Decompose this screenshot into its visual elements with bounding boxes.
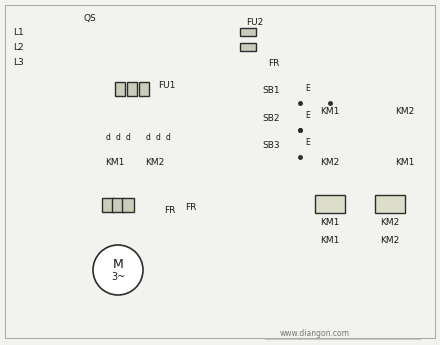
Bar xyxy=(139,82,149,96)
Text: d: d xyxy=(165,132,170,141)
Bar xyxy=(122,198,134,212)
Text: d: d xyxy=(156,132,161,141)
Circle shape xyxy=(93,245,143,295)
Text: KM2: KM2 xyxy=(380,217,400,227)
Text: L3: L3 xyxy=(13,58,23,67)
Text: E: E xyxy=(306,83,310,92)
Text: 3~: 3~ xyxy=(111,272,125,282)
Text: E: E xyxy=(306,138,310,147)
Text: QS: QS xyxy=(84,13,96,22)
Text: L2: L2 xyxy=(13,42,23,51)
Text: FR: FR xyxy=(164,206,176,215)
Bar xyxy=(240,28,256,36)
Text: KM1: KM1 xyxy=(320,107,340,116)
Bar xyxy=(127,82,137,96)
Text: d: d xyxy=(146,132,150,141)
Text: SB1: SB1 xyxy=(262,86,280,95)
Text: SB3: SB3 xyxy=(262,140,280,149)
Text: KM2: KM2 xyxy=(380,236,400,245)
Text: E: E xyxy=(306,110,310,119)
Text: KM2: KM2 xyxy=(395,107,414,116)
Text: d: d xyxy=(116,132,121,141)
Bar xyxy=(102,198,114,212)
Text: d: d xyxy=(125,132,130,141)
Bar xyxy=(315,195,345,213)
Text: KM1: KM1 xyxy=(395,158,414,167)
Bar xyxy=(115,82,125,96)
Text: KM1: KM1 xyxy=(105,158,125,167)
Text: d: d xyxy=(106,132,110,141)
Text: L1: L1 xyxy=(13,28,23,37)
Text: KM2: KM2 xyxy=(320,158,340,167)
Text: KM1: KM1 xyxy=(320,217,340,227)
Bar xyxy=(240,43,256,51)
Text: KM1: KM1 xyxy=(320,236,340,245)
Text: www.diangon.com: www.diangon.com xyxy=(280,328,350,337)
Text: KM2: KM2 xyxy=(145,158,164,167)
Bar xyxy=(375,195,405,213)
Bar xyxy=(112,198,124,212)
Text: FU2: FU2 xyxy=(246,18,264,27)
Text: SB2: SB2 xyxy=(263,114,280,122)
Text: M: M xyxy=(113,258,123,272)
Text: FR: FR xyxy=(185,203,196,211)
Text: FR: FR xyxy=(269,59,280,68)
Text: FU1: FU1 xyxy=(158,80,176,89)
